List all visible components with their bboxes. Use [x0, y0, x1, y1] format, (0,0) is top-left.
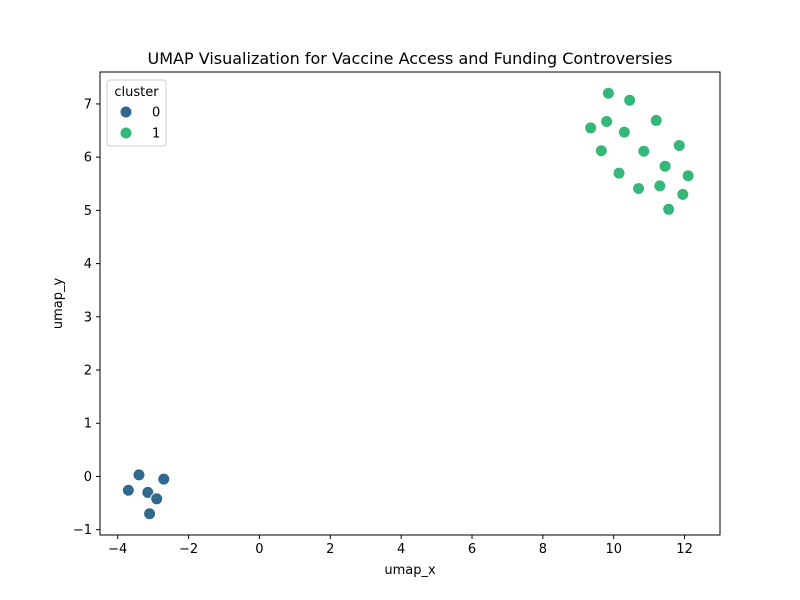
- legend-label-0: 0: [152, 106, 160, 121]
- y-tick-label: −1: [73, 523, 92, 538]
- data-point-cluster-1: [617, 125, 631, 139]
- data-point-cluster-0: [143, 507, 157, 521]
- data-point-cluster-1: [649, 113, 663, 127]
- x-tick-label: −4: [108, 542, 127, 557]
- legend-title: cluster: [114, 85, 159, 100]
- data-point-cluster-1: [662, 202, 676, 216]
- legend: cluster 01: [106, 79, 167, 147]
- data-point-cluster-1: [601, 86, 615, 100]
- data-point-cluster-1: [623, 93, 637, 107]
- x-tick-label: 6: [468, 542, 476, 557]
- x-axis-label: umap_x: [384, 563, 436, 578]
- y-tick-label: 2: [84, 364, 92, 379]
- legend-items: 01: [119, 105, 160, 142]
- y-tick-label: 5: [84, 204, 92, 219]
- data-point-cluster-1: [672, 138, 686, 152]
- data-point-cluster-1: [658, 159, 672, 173]
- y-tick-label: 6: [84, 151, 92, 166]
- data-point-cluster-1: [632, 182, 646, 196]
- x-tick-label: 12: [676, 542, 693, 557]
- x-tick-label: 0: [255, 542, 263, 557]
- data-point-cluster-1: [676, 187, 690, 201]
- data-point-cluster-1: [637, 144, 651, 158]
- data-point-cluster-0: [141, 485, 155, 499]
- x-tick-label: −2: [179, 542, 198, 557]
- y-tick-label: 7: [84, 97, 92, 112]
- x-tick-label: 2: [326, 542, 334, 557]
- data-point-cluster-1: [594, 144, 608, 158]
- x-tick-label: 8: [539, 542, 547, 557]
- data-point-cluster-1: [600, 114, 614, 128]
- data-point-cluster-0: [132, 468, 146, 482]
- data-point-cluster-1: [681, 169, 695, 183]
- y-tick-label: 3: [84, 310, 92, 325]
- legend-label-1: 1: [152, 127, 160, 142]
- y-axis-label: umap_y: [51, 278, 66, 330]
- plot-area-frame: [99, 71, 721, 536]
- chart-title: UMAP Visualization for Vaccine Access an…: [148, 49, 673, 68]
- x-tick-label: 10: [605, 542, 622, 557]
- data-point-cluster-0: [121, 483, 135, 497]
- data-point-cluster-0: [150, 492, 164, 506]
- data-point-cluster-0: [157, 472, 171, 486]
- data-point-cluster-1: [584, 121, 598, 135]
- y-tick-label: 0: [84, 470, 92, 485]
- y-tick-label: 1: [84, 417, 92, 432]
- data-point-cluster-1: [653, 179, 667, 193]
- data-points: [121, 86, 695, 521]
- data-point-cluster-1: [612, 166, 626, 180]
- x-tick-label: 4: [397, 542, 405, 557]
- legend-marker-0: [119, 105, 133, 119]
- legend-marker-1: [119, 126, 133, 140]
- y-tick-label: 4: [84, 257, 92, 272]
